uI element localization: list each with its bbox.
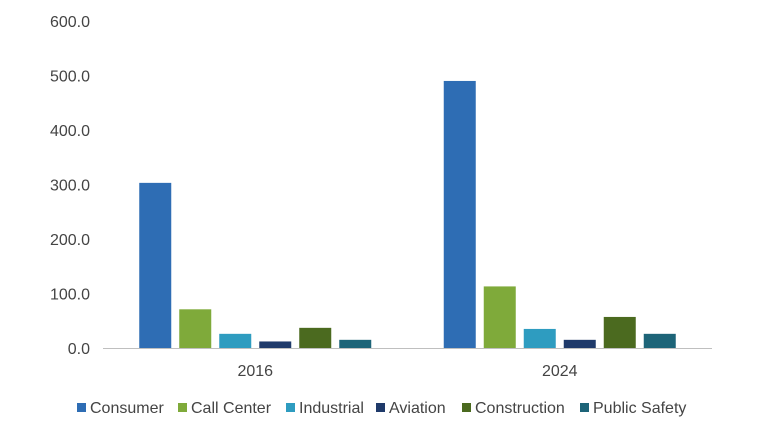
legend-swatch	[286, 403, 295, 412]
legend-label: Aviation	[389, 400, 446, 417]
legend-swatch	[580, 403, 589, 412]
bar-industrial-2024	[523, 328, 556, 348]
y-tick-label: 100.0	[50, 287, 90, 304]
y-tick-label: 600.0	[50, 14, 90, 31]
y-tick-label: 200.0	[50, 232, 90, 249]
bar-aviation-2016	[259, 341, 292, 348]
bar-construction-2016	[299, 327, 332, 348]
legend-label: Public Safety	[593, 400, 686, 417]
y-tick-label: 0.0	[68, 341, 90, 358]
legend-label: Construction	[475, 400, 565, 417]
bar-public-safety-2024	[643, 333, 676, 348]
bar-public-safety-2016	[339, 339, 372, 348]
legend-label: Industrial	[299, 400, 364, 417]
legend-swatch	[178, 403, 187, 412]
bar-consumer-2024	[443, 80, 476, 348]
bar-industrial-2016	[219, 333, 252, 348]
bar-call-center-2024	[483, 286, 516, 348]
legend-swatch	[376, 403, 385, 412]
x-category-label: 2016	[237, 363, 273, 380]
bar-aviation-2024	[563, 339, 596, 348]
legend-label: Call Center	[191, 400, 272, 417]
bar-consumer-2016	[139, 182, 172, 348]
y-tick-label: 500.0	[50, 69, 90, 86]
legend-label: Consumer	[90, 400, 164, 417]
x-category-label: 2024	[542, 363, 578, 380]
legend-swatch	[77, 403, 86, 412]
y-tick-label: 300.0	[50, 178, 90, 195]
bar-construction-2024	[603, 316, 636, 348]
legend-swatch	[462, 403, 471, 412]
y-tick-label: 400.0	[50, 123, 90, 140]
bar-call-center-2016	[179, 309, 212, 348]
